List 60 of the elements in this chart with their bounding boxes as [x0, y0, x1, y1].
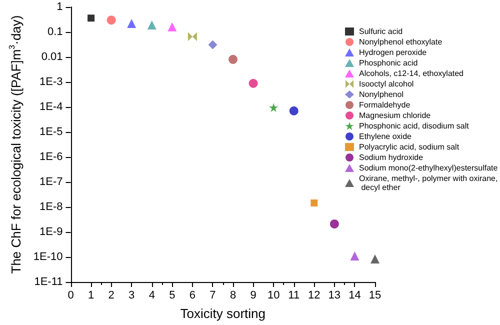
- legend-label: Sodium hydroxide: [359, 153, 424, 162]
- x-tick-label: 7: [210, 290, 216, 302]
- point: [106, 16, 116, 25]
- point: [330, 219, 339, 228]
- x-tick-label: 2: [108, 290, 114, 302]
- point: [147, 20, 156, 30]
- point: [350, 251, 360, 260]
- legend-label: Isooctyl alcohol: [359, 80, 414, 88]
- legend-label: Ethylene oxide: [359, 132, 412, 141]
- x-tick-label: 13: [328, 290, 341, 302]
- point: [127, 18, 136, 28]
- x-tick-label: 8: [230, 290, 236, 302]
- point: [248, 78, 258, 88]
- y-tick-label: 0.1: [47, 26, 63, 38]
- y-tick-label: 1E-8: [40, 201, 63, 213]
- point: [168, 22, 177, 32]
- y-tick-label: 1E-11: [34, 276, 63, 288]
- point: [370, 254, 380, 264]
- x-tick-label: 3: [128, 290, 135, 302]
- x-tick-label: 0: [68, 290, 74, 302]
- point: [228, 54, 238, 64]
- legend-label: Polyacrylic acid, sodium salt: [359, 142, 460, 152]
- y-tick-label: 1: [56, 1, 63, 13]
- point: [289, 106, 298, 116]
- y-tick-label: 1E-6: [40, 151, 63, 163]
- legend-label: Oxirane, methyl-, polymer with oxirane, decyl ether: [359, 174, 498, 192]
- y-tick-label: 1E-4: [40, 101, 63, 113]
- legend-label: Sodium mono(2-ethylhexyl)estersulfate: [359, 164, 498, 172]
- y-tick-label: 1E-5: [40, 126, 63, 138]
- y-tick-label: 0.01: [41, 51, 63, 63]
- point: [88, 14, 95, 22]
- y-axis-title: The ChF for ecological toxicity ([PAF]m3·day): [8, 15, 24, 274]
- legend-label: Magnesium chloride: [359, 111, 432, 120]
- legend-label: Formaldehyde: [359, 100, 411, 110]
- y-tick-label: 1E-10: [33, 251, 63, 263]
- legend-label: Sulfuric acid: [359, 27, 403, 36]
- x-axis-title: Toxicity sorting: [180, 306, 266, 321]
- legend-label: Phosphonic acid: [359, 58, 418, 68]
- legend-label: Hydrogen peroxide: [359, 48, 428, 57]
- point: [188, 32, 197, 42]
- y-tick-label: 1E-9: [40, 226, 63, 238]
- point: [269, 103, 278, 112]
- x-tick-label: 9: [250, 290, 256, 302]
- x-tick-label: 1: [88, 290, 94, 302]
- x-tick-label: 12: [308, 290, 320, 302]
- x-tick-label: 11: [288, 290, 300, 302]
- x-tick-label: 5: [169, 290, 176, 302]
- point: [208, 40, 218, 50]
- legend-label: Alcohols, c12-14, ethoxylated: [359, 69, 464, 78]
- legend-label: Nonylphenol: [359, 90, 404, 99]
- x-tick-label: 15: [368, 290, 382, 302]
- x-tick-label: 14: [348, 290, 361, 302]
- legend-label: Phosphonic acid, disodium salt: [359, 122, 470, 130]
- y-tick-label: 1E-7: [40, 176, 63, 188]
- x-tick-label: 4: [148, 290, 155, 302]
- legend-label: Nonylphenol ethoxylate: [359, 38, 443, 46]
- x-tick-label: 6: [189, 290, 196, 302]
- y-tick-label: 1E-3: [40, 76, 63, 88]
- point: [310, 199, 318, 206]
- x-tick-label: 10: [267, 290, 280, 302]
